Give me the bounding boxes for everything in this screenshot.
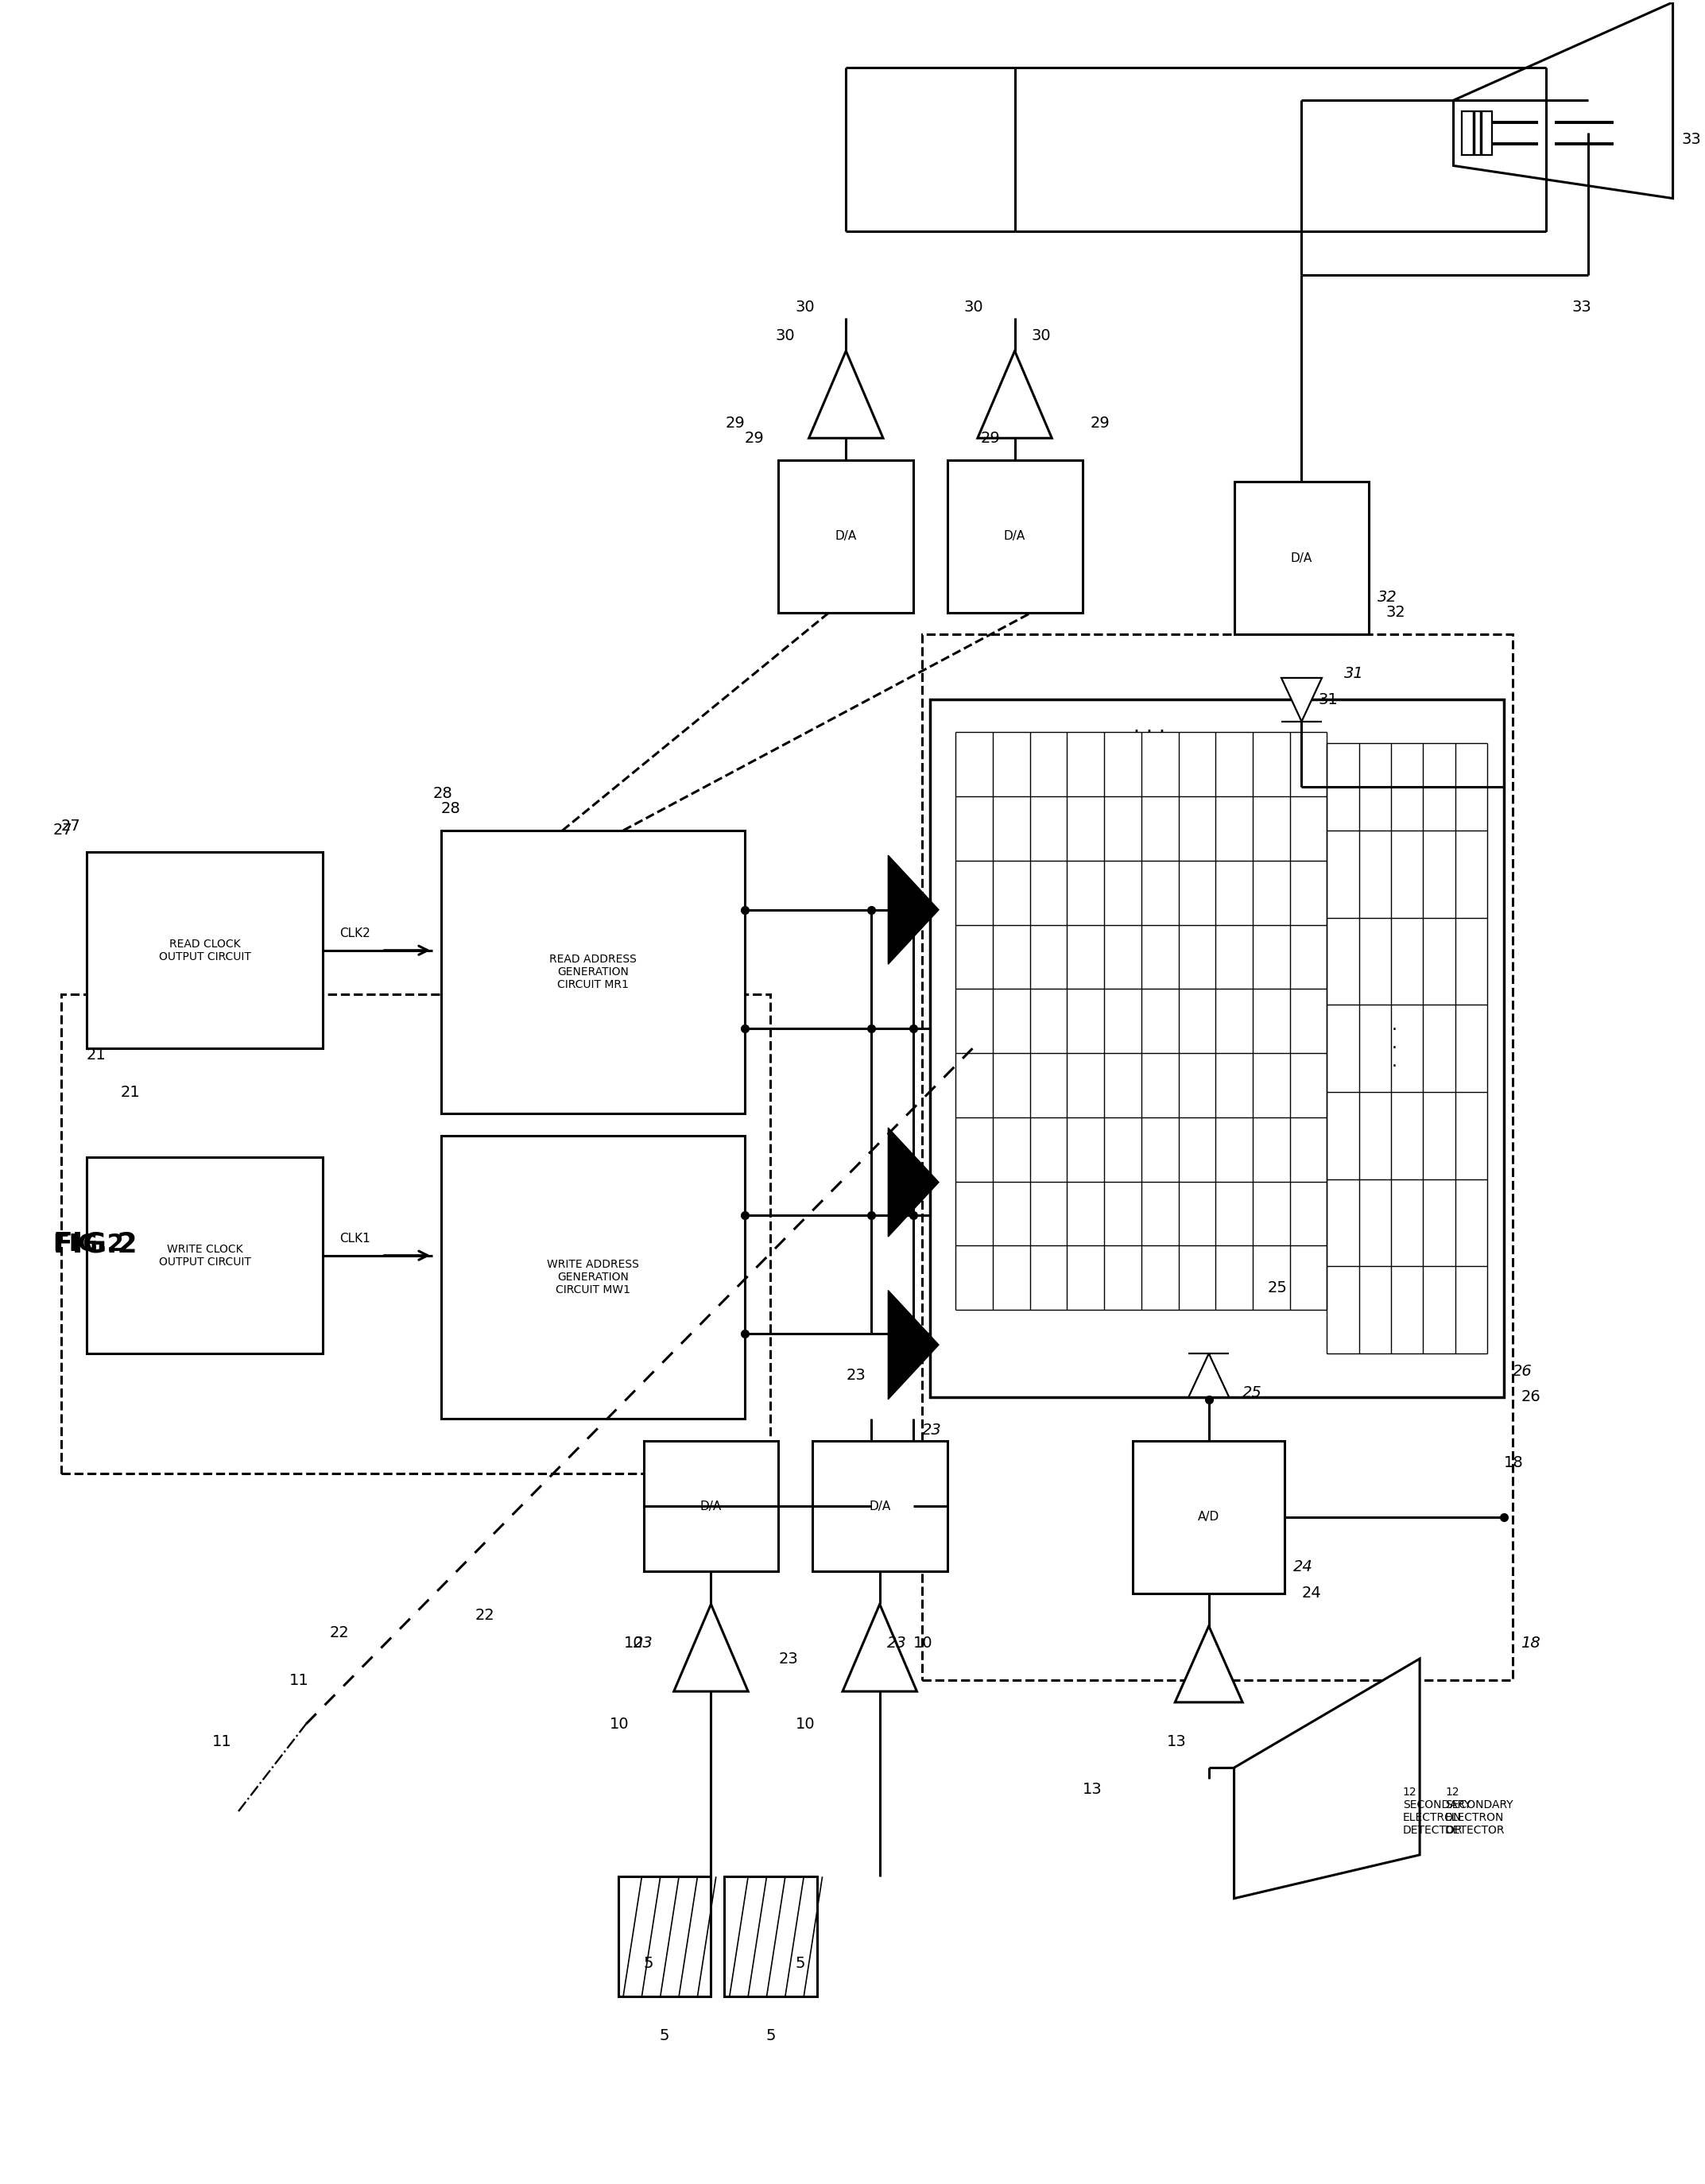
FancyBboxPatch shape [1234,483,1369,633]
Polygon shape [1234,1658,1420,1898]
Text: 30: 30 [795,299,815,314]
Text: 10: 10 [624,1636,643,1651]
Text: 26: 26 [1521,1389,1541,1404]
Text: D/A: D/A [835,531,858,542]
Polygon shape [1175,1627,1243,1701]
FancyBboxPatch shape [812,1441,948,1572]
FancyBboxPatch shape [87,1158,322,1354]
Text: CLK2: CLK2 [339,928,370,939]
Text: 11: 11 [211,1734,232,1749]
FancyBboxPatch shape [442,1136,745,1420]
Text: 31: 31 [1318,692,1338,708]
Text: 10: 10 [914,1636,933,1651]
Text: 12
SECONDARY
ELECTRON
DETECTOR: 12 SECONDARY ELECTRON DETECTOR [1446,1787,1512,1837]
Text: 23: 23 [887,1636,907,1651]
Polygon shape [888,1127,939,1236]
Text: 24: 24 [1292,1559,1313,1575]
Text: WRITE CLOCK
OUTPUT CIRCUIT: WRITE CLOCK OUTPUT CIRCUIT [159,1243,251,1267]
Text: 5: 5 [643,1957,653,1972]
Text: 22: 22 [329,1625,350,1640]
Text: READ CLOCK
OUTPUT CIRCUIT: READ CLOCK OUTPUT CIRCUIT [159,939,251,963]
FancyBboxPatch shape [87,852,322,1048]
Text: 26: 26 [1512,1363,1533,1378]
Text: FIG.2: FIG.2 [53,1234,124,1256]
Text: 29: 29 [980,430,1001,446]
FancyBboxPatch shape [442,830,745,1114]
FancyBboxPatch shape [1461,111,1492,155]
Polygon shape [1453,2,1673,199]
Polygon shape [977,352,1052,439]
Text: 32: 32 [1378,590,1396,605]
Text: READ ADDRESS
GENERATION
CIRCUIT MR1: READ ADDRESS GENERATION CIRCUIT MR1 [549,954,636,992]
Polygon shape [888,1291,939,1400]
Text: 18: 18 [1521,1636,1541,1651]
FancyBboxPatch shape [1132,1441,1286,1594]
FancyBboxPatch shape [725,1876,817,1996]
Text: 27: 27 [53,823,73,839]
Text: 24: 24 [1301,1586,1321,1601]
Polygon shape [1188,1354,1229,1398]
FancyBboxPatch shape [619,1876,711,1996]
Text: 11: 11 [290,1673,309,1688]
Text: 33: 33 [1572,299,1591,314]
FancyBboxPatch shape [643,1441,779,1572]
FancyBboxPatch shape [948,461,1083,612]
Text: D/A: D/A [701,1500,721,1511]
Polygon shape [808,352,883,439]
Text: 21: 21 [87,1048,106,1061]
Text: A/D: A/D [1199,1511,1219,1522]
Text: WRITE ADDRESS
GENERATION
CIRCUIT MW1: WRITE ADDRESS GENERATION CIRCUIT MW1 [547,1258,639,1295]
FancyBboxPatch shape [779,461,914,612]
Text: 33: 33 [1681,131,1702,146]
Text: 13: 13 [1083,1782,1101,1797]
Text: D/A: D/A [1291,553,1313,563]
Text: 29: 29 [725,415,745,430]
Text: D/A: D/A [1004,531,1025,542]
Text: 30: 30 [963,299,984,314]
Text: 23: 23 [634,1636,653,1651]
Text: 29: 29 [1091,415,1110,430]
Text: CLK1: CLK1 [339,1232,370,1245]
Text: 30: 30 [1032,328,1052,343]
Text: 5: 5 [660,2029,670,2044]
Text: 23: 23 [779,1651,798,1666]
Text: 28: 28 [433,786,452,802]
Polygon shape [673,1605,748,1690]
Text: 29: 29 [745,430,764,446]
Text: 23: 23 [922,1422,941,1437]
Text: 23: 23 [846,1367,866,1382]
Text: 32: 32 [1386,605,1405,620]
Text: 12
SECONDARY
ELECTRON
DETECTOR: 12 SECONDARY ELECTRON DETECTOR [1403,1787,1471,1837]
Text: FIG.2: FIG.2 [53,1232,138,1258]
Polygon shape [888,856,939,965]
Text: 18: 18 [1504,1455,1524,1470]
FancyBboxPatch shape [931,699,1504,1398]
Text: 27: 27 [61,819,80,834]
Text: 25: 25 [1243,1385,1262,1400]
Text: · · ·: · · · [1134,723,1166,743]
Text: 25: 25 [1269,1280,1287,1295]
Text: 13: 13 [1166,1734,1187,1749]
Polygon shape [1282,677,1321,721]
Text: 5: 5 [766,2029,776,2044]
Text: 5: 5 [795,1957,805,1972]
Text: 21: 21 [121,1085,140,1099]
Polygon shape [842,1605,917,1690]
Text: ·
·
·: · · · [1391,1022,1396,1075]
Text: 10: 10 [795,1717,815,1732]
Text: 30: 30 [776,328,795,343]
Text: 28: 28 [442,802,460,817]
Text: 22: 22 [474,1607,494,1623]
Text: 10: 10 [610,1717,629,1732]
Text: 31: 31 [1344,666,1364,681]
Text: D/A: D/A [870,1500,890,1511]
